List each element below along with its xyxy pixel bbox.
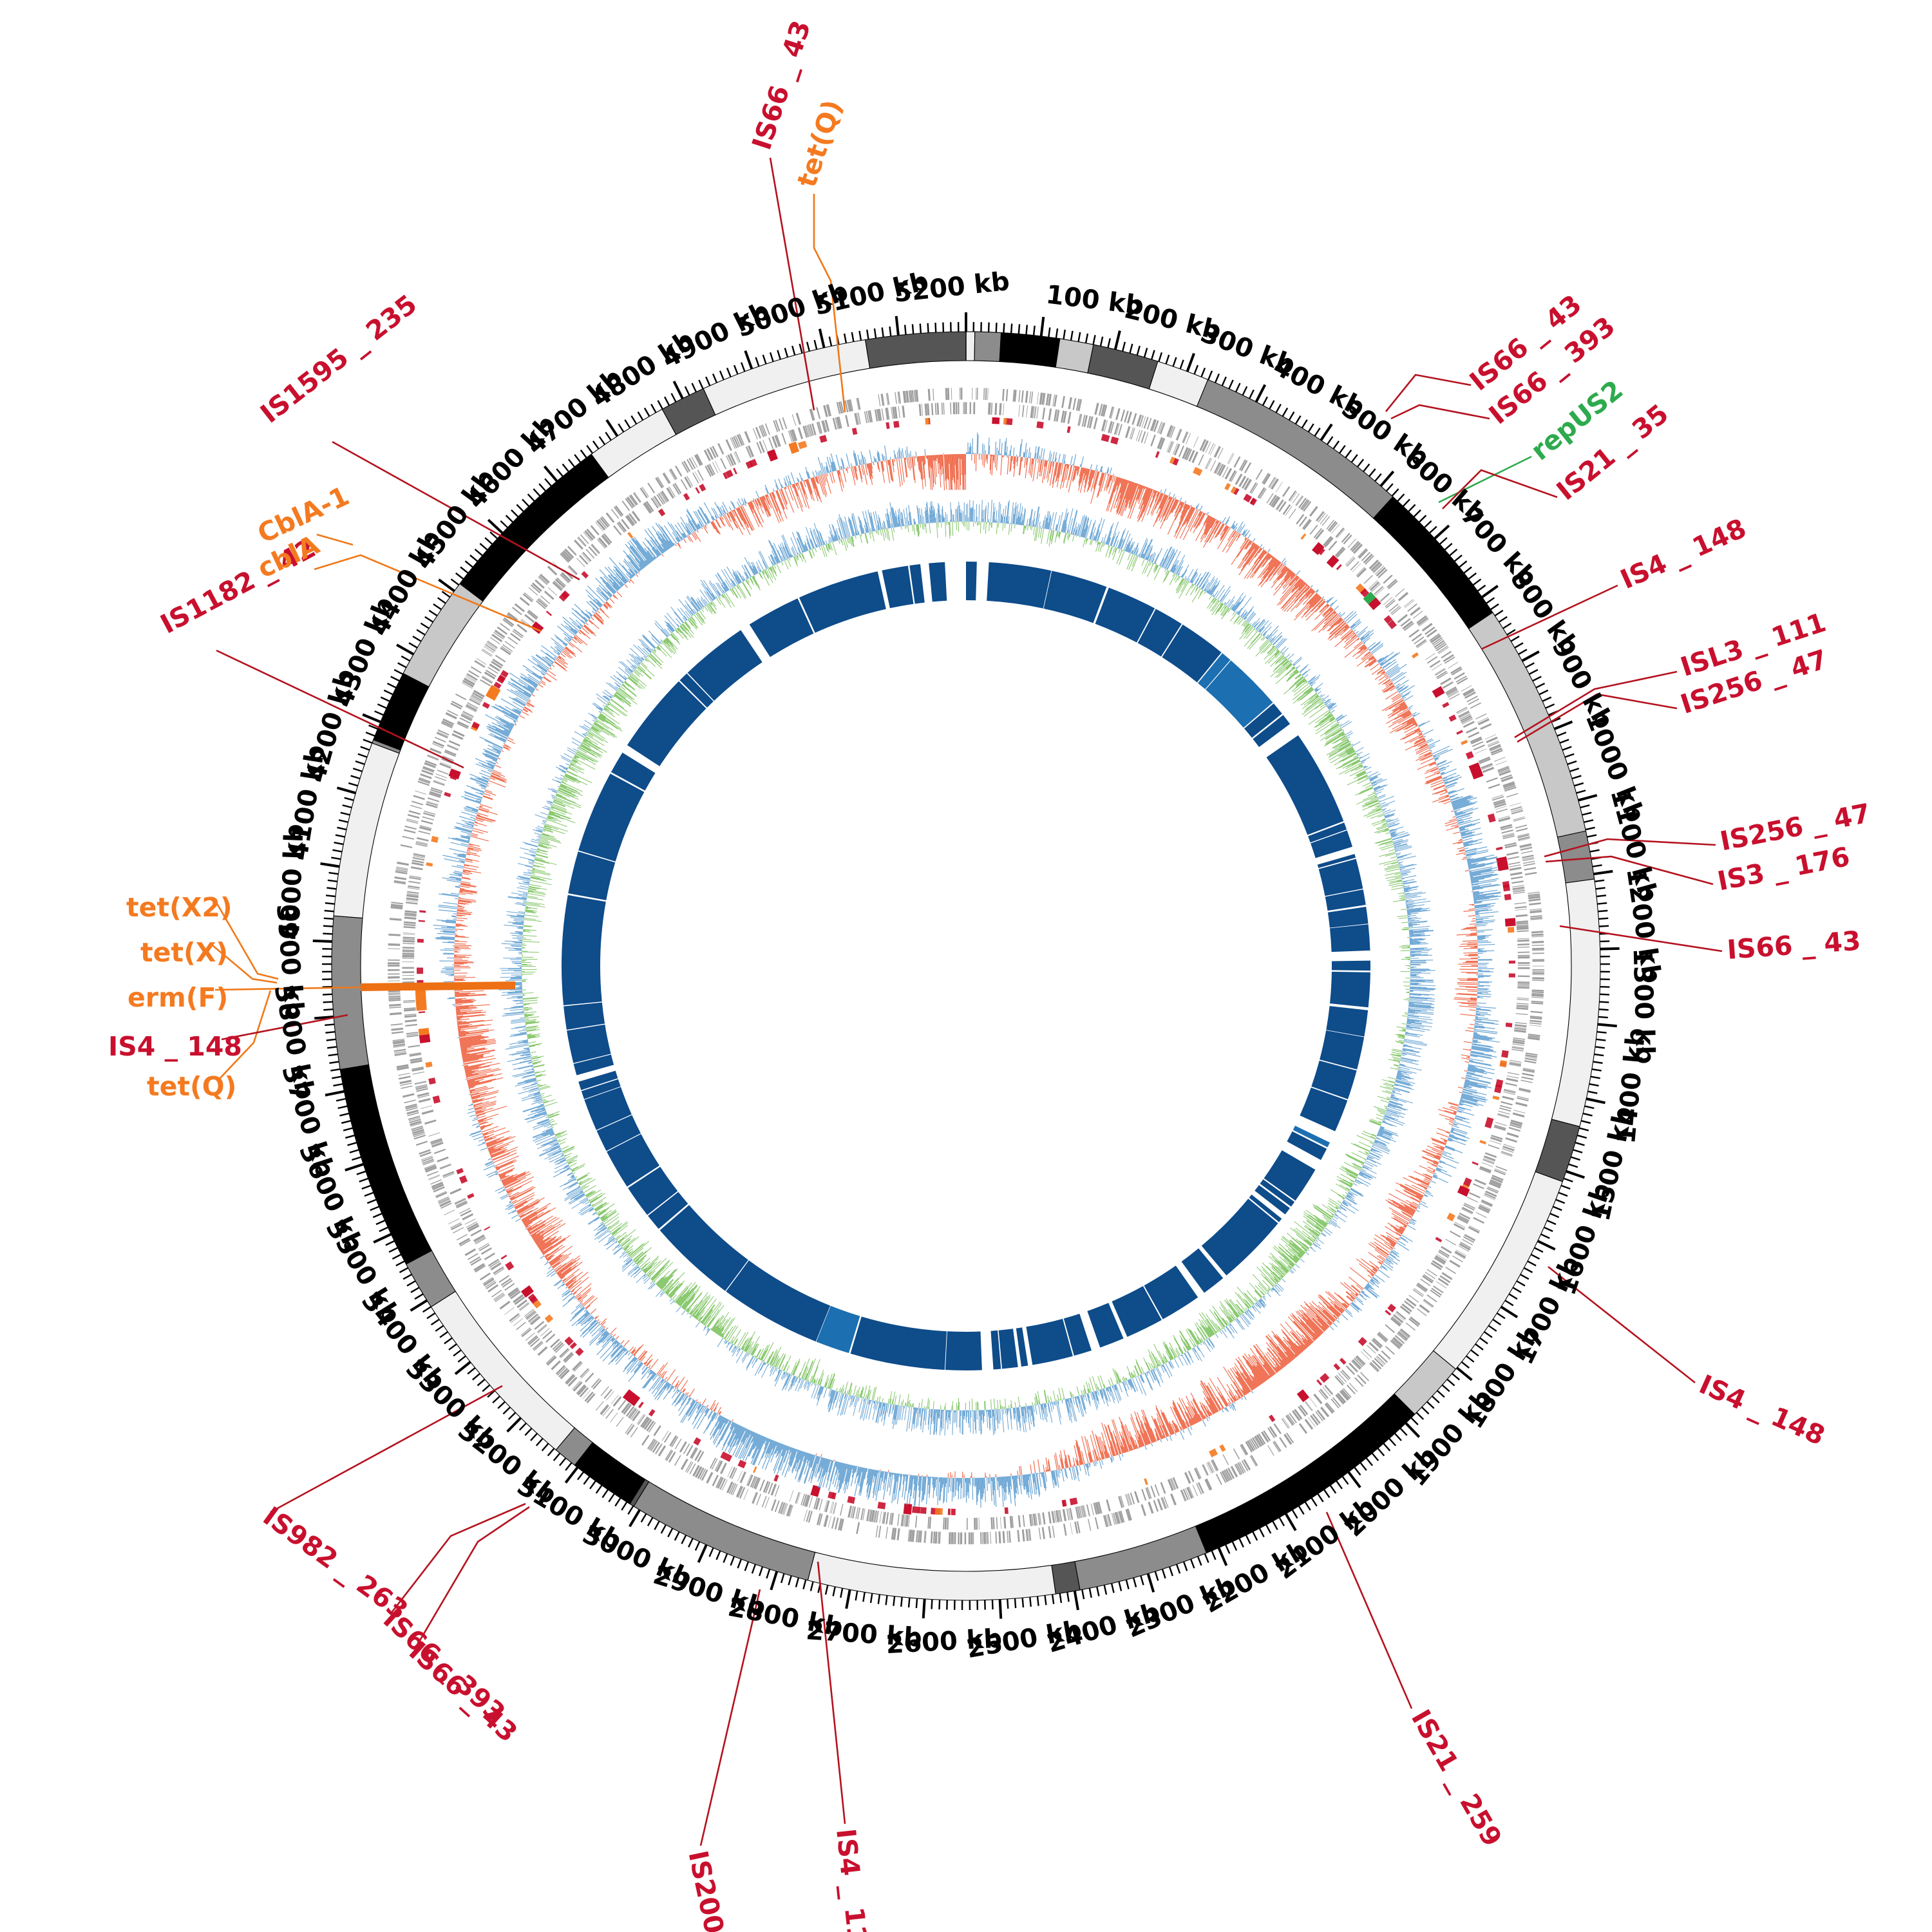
annotation-leader-line [316, 533, 354, 546]
annotation-mark [1504, 918, 1516, 927]
annotation-leader-line [1545, 855, 1714, 886]
annotation-leader-line [813, 194, 846, 413]
annotation-leader-line [218, 990, 272, 1080]
annotation-leader-line [214, 986, 361, 991]
annotation-leader-line [1517, 693, 1678, 743]
annotation-label-a16: IS200/IS605 _ 96 [682, 1848, 763, 1932]
annotation-leader-line [1390, 404, 1490, 420]
annotation-leader-line [332, 440, 580, 581]
annotation-label-a28: IS1595 _ 235 [254, 289, 422, 430]
annotation-mark [415, 989, 426, 998]
annotation-mark [1457, 1185, 1470, 1197]
annotation-leader-line [314, 554, 542, 632]
annotation-label-a12: IS66 _ 43 [1726, 925, 1862, 965]
axis-tick-label: 4000 kb [276, 823, 310, 940]
annotation-mark [415, 1002, 427, 1011]
annotation-mark [448, 768, 461, 780]
annotation-label-a20: tet(Q) [147, 1071, 236, 1102]
annotation-mark [415, 996, 427, 1005]
annotation-mark [903, 1503, 913, 1515]
annotation-label-a18: IS66 _ 43 [403, 1636, 524, 1748]
annotation-mark [1296, 1389, 1310, 1403]
gc-skew-track [498, 499, 1436, 1436]
annotation-mark [788, 441, 799, 454]
backbone-contig-ring [331, 331, 1601, 1601]
annotation-label-a14: IS21 _ 259 [1405, 1705, 1508, 1852]
annotation-leader-line [1559, 925, 1723, 952]
annotation-label-a24: tet(X2) [126, 892, 232, 923]
annotation-mark [766, 449, 778, 462]
annotation-mark-track [415, 417, 1516, 1515]
annotation-mark [520, 1285, 535, 1298]
annotation-label-a19: IS982 _ 263 [258, 1501, 414, 1626]
annotation-label-a15: IS4 _ 116 [830, 1827, 875, 1932]
annotation-mark [419, 1034, 431, 1044]
annotation-mark [622, 1389, 636, 1403]
annotation-label-a22: erm(F) [128, 982, 228, 1013]
annotation-leader-line [1514, 670, 1678, 739]
annotation-leader-line [214, 900, 279, 980]
annotation-label-a23: tet(X) [140, 937, 228, 968]
axis-tick-ring [312, 312, 1620, 1619]
annotation-label-a10: IS256 _ 47 [1718, 797, 1873, 857]
annotation-mark [1312, 542, 1325, 555]
annotation-leader-line [216, 649, 464, 769]
annotation-leader-line [416, 1506, 530, 1645]
annotation-leader-line [817, 1561, 846, 1824]
annotation-leader-line [1325, 1511, 1413, 1709]
annotation-mark [488, 685, 501, 697]
arg-cluster-bracket [360, 981, 516, 991]
annotation-leader-line [699, 1589, 761, 1846]
gc-content-track [433, 432, 1501, 1508]
annotation-leader-line [390, 1502, 526, 1613]
annotation-leader-line [769, 157, 815, 411]
annotation-label-a13: IS4 _ 148 [1694, 1368, 1829, 1451]
annotation-mark [810, 1484, 821, 1497]
annotation-leader-line [221, 1014, 348, 1041]
annotation-label-a21: IS4 _ 148 [108, 1031, 242, 1062]
axis-tick-label: 2600 kb [885, 1624, 1003, 1660]
annotation-mark [1326, 554, 1340, 568]
annotation-label-a07: IS4 _ 148 [1616, 513, 1750, 595]
axis-tick-label: 1300 kb [1627, 947, 1660, 1065]
annotation-mark [1368, 597, 1381, 611]
annotation-mark [1432, 686, 1445, 698]
annotation-leader-lines [212, 157, 1723, 1846]
cds-feature-track [387, 388, 1544, 1545]
annotation-leader-line [1544, 838, 1716, 858]
annotation-leader-line [1481, 584, 1618, 650]
annotation-leader-line [1385, 374, 1472, 412]
coverage-ring [561, 562, 1370, 1371]
annotation-leader-line [212, 945, 278, 984]
annotation-leader-line [1438, 455, 1532, 504]
annotation-mark [627, 1393, 641, 1406]
annotation-mark [1363, 591, 1376, 605]
annotation-label-a01: tet(Q) [791, 96, 848, 191]
annotation-leader-line [270, 1385, 503, 1513]
annotation-mark [1497, 861, 1509, 871]
annotation-leader-line [1442, 469, 1558, 509]
annotation-leader-line [1548, 1265, 1696, 1384]
annotation-mark [1471, 768, 1484, 780]
